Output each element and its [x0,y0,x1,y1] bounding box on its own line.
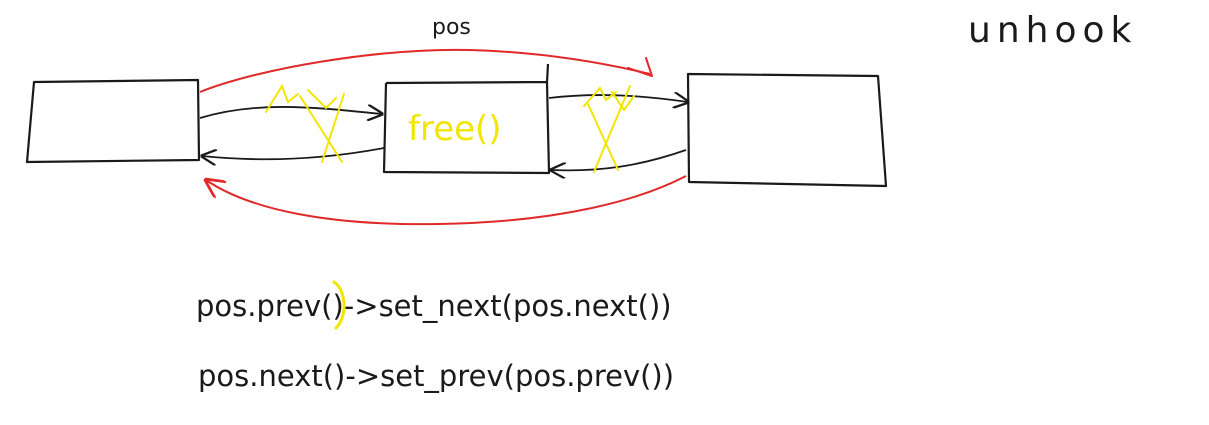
left-node-box [25,78,201,164]
pos-label: pos [432,15,471,40]
middle-to-left-prev-arrow [202,147,385,159]
left-links-crossout [265,83,345,163]
right-to-middle-prev-arrow [551,149,687,170]
code-line-1: pos.prev()->set_next(pos.next()) [196,289,672,323]
title-label: unhook [968,10,1137,51]
middle-node-label: free() [408,109,502,149]
rewired-prev-arrow [206,175,687,226]
code-line-2: pos.next()->set_prev(pos.prev()) [198,359,674,393]
rewired-next-arrow [199,48,651,93]
code-line-1-highlight [332,280,346,330]
middle-node-box [382,63,551,175]
middle-to-right-next-arrow [548,95,688,102]
right-node-box [686,72,888,188]
right-links-crossout [583,85,635,173]
rewired-next-arrowhead [627,57,653,77]
left-to-middle-next-arrow [199,107,382,118]
